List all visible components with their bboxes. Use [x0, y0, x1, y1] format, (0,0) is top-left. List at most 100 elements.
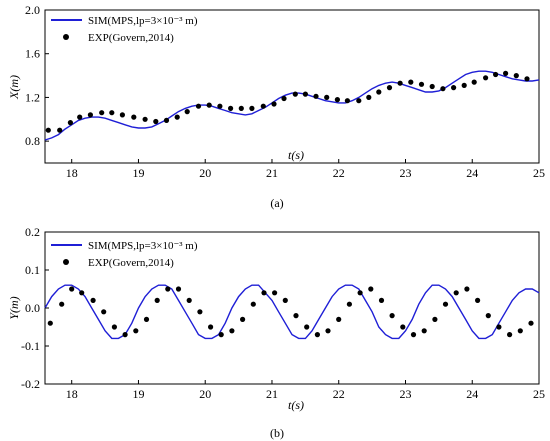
- data-point-exp: [165, 286, 171, 292]
- data-point-exp: [250, 301, 256, 307]
- x-tick-label: 20: [199, 166, 211, 180]
- data-point-exp: [461, 82, 467, 88]
- x-axis-label: t(s): [288, 148, 304, 162]
- x-tick-label: 25: [533, 387, 545, 401]
- data-point-exp: [386, 85, 393, 91]
- y-tick-label: -0.2: [21, 377, 40, 391]
- data-point-exp: [261, 290, 267, 296]
- data-point-exp: [517, 328, 523, 334]
- data-point-exp: [111, 324, 117, 330]
- data-point-exp: [229, 328, 235, 334]
- data-point-exp: [397, 80, 403, 86]
- data-point-exp: [186, 297, 192, 303]
- data-point-exp: [197, 309, 203, 315]
- data-point-exp: [122, 332, 128, 338]
- data-point-exp: [77, 114, 83, 120]
- y-tick-label: -0.1: [21, 339, 40, 353]
- data-point-exp: [378, 297, 385, 303]
- data-point-exp: [153, 118, 159, 125]
- data-point-exp: [292, 91, 298, 97]
- data-point-exp: [272, 290, 278, 296]
- y-tick-label: 0.8: [25, 134, 40, 148]
- panel-caption: (b): [270, 426, 284, 440]
- data-point-exp: [228, 105, 234, 111]
- data-point-exp: [528, 320, 534, 326]
- data-point-exp: [408, 79, 414, 85]
- data-point-exp: [376, 89, 382, 95]
- y-tick-label: 1.6: [25, 47, 40, 61]
- data-point-exp: [131, 114, 137, 120]
- data-point-exp: [174, 114, 180, 120]
- y-tick-label: 2.0: [25, 3, 40, 17]
- data-point-exp: [271, 101, 277, 107]
- x-axis-label: t(s): [288, 398, 304, 412]
- data-point-exp: [485, 313, 491, 319]
- series-layer: [44, 284, 540, 340]
- data-point-exp: [324, 94, 330, 100]
- data-point-exp: [302, 91, 308, 97]
- data-point-exp: [357, 290, 363, 296]
- x-tick-label: 22: [333, 387, 345, 401]
- data-point-exp: [282, 297, 288, 303]
- legend-marker-swatch: [63, 259, 69, 265]
- data-point-exp: [507, 332, 513, 338]
- data-point-exp: [346, 301, 352, 307]
- data-point-exp: [238, 105, 244, 111]
- x-tick-label: 20: [199, 387, 211, 401]
- data-point-exp: [293, 313, 299, 319]
- data-point-exp: [464, 286, 470, 292]
- x-tick-label: 21: [266, 166, 278, 180]
- data-point-exp: [325, 328, 331, 334]
- data-point-exp: [69, 286, 75, 292]
- legend-label-exp: EXP(Govern,2014): [88, 257, 174, 269]
- x-tick-label: 18: [66, 387, 78, 401]
- data-point-exp: [99, 110, 105, 116]
- y-axis-label: Y(m): [7, 296, 21, 319]
- data-point-exp: [366, 94, 372, 100]
- data-point-exp: [109, 110, 115, 116]
- data-point-exp: [57, 127, 63, 133]
- data-point-exp: [218, 332, 224, 338]
- x-tick-label: 24: [466, 166, 478, 180]
- data-point-exp: [59, 301, 65, 307]
- x-tick-label: 25: [533, 166, 545, 180]
- data-point-exp: [87, 112, 93, 118]
- ticks-layer: 18 19 20 21 22 23 24 25 -0.2 -0.1 0.0 0.1 0.2: [21, 225, 545, 401]
- data-point-exp: [418, 81, 425, 87]
- legend-label-exp: EXP(Govern,2014): [88, 32, 174, 44]
- data-point-exp: [442, 301, 449, 307]
- series-line-sim: [44, 70, 540, 141]
- data-point-exp: [184, 109, 190, 115]
- data-point-exp: [440, 86, 446, 92]
- data-point-exp: [432, 316, 438, 322]
- legend-marker-swatch: [63, 34, 69, 40]
- plot-frame: [44, 9, 540, 164]
- x-tick-label: 23: [399, 387, 411, 401]
- ticks-layer: 18 19 20 21 22 23 24 25 0.8 1.2 1.6 2.0: [25, 3, 545, 180]
- data-point-exp: [368, 286, 374, 292]
- legend-label-sim: SIM(MPS,lp=3×10⁻³ m): [88, 15, 198, 27]
- x-tick-label: 24: [466, 387, 478, 401]
- data-point-exp: [524, 76, 530, 82]
- panel-caption: (a): [270, 196, 283, 210]
- data-point-exp: [334, 97, 340, 103]
- data-point-exp: [47, 320, 53, 326]
- x-tick-label: 23: [399, 166, 411, 180]
- data-point-exp: [206, 102, 212, 108]
- data-point-exp: [163, 117, 170, 123]
- data-point-exp: [281, 95, 287, 102]
- data-point-exp: [175, 286, 182, 292]
- x-tick-label: 21: [266, 387, 278, 401]
- data-point-exp: [429, 83, 435, 90]
- data-point-exp: [79, 290, 85, 296]
- data-point-exp: [314, 332, 320, 338]
- data-point-exp: [142, 116, 148, 122]
- chart-panel-a: 18 19 20 21 22 23 24 25 0.8 1.2 1.6 2.0 X(m) t(s) (…: [7, 3, 545, 210]
- data-point-exp: [356, 98, 362, 104]
- legend: SIM(MPS,lp=3×10⁻³ m) EXP(Govern,2014): [51, 15, 198, 44]
- data-point-exp: [143, 316, 150, 322]
- data-point-exp: [45, 127, 51, 133]
- data-point-exp: [493, 71, 499, 78]
- data-point-exp: [101, 309, 107, 315]
